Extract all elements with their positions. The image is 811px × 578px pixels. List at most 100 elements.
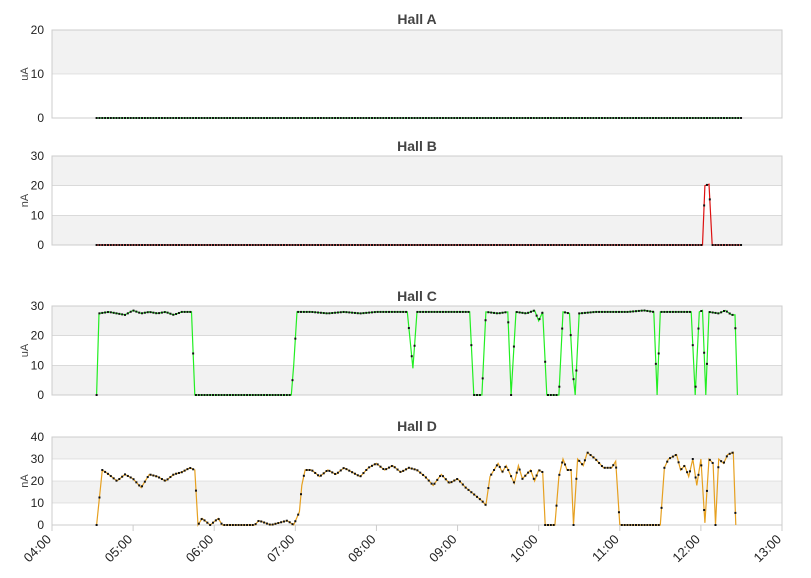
data-point [336,244,339,246]
data-point [666,117,669,119]
data-point [393,117,396,119]
x-tick-label: 07:00 [264,532,298,566]
data-point [385,244,388,246]
data-point [135,244,138,246]
data-point [677,117,680,119]
x-tick-label: 04:00 [21,532,55,566]
data-point [734,511,737,514]
data-point [637,117,640,119]
data-point [478,244,481,246]
data-point [495,464,498,467]
data-point [294,244,297,246]
data-point [626,244,629,246]
data-point [663,117,666,119]
data-point [203,394,206,396]
data-point [660,506,663,509]
data-point [476,117,479,119]
data-point [524,312,527,315]
data-point [311,117,314,119]
data-point [654,117,657,119]
data-point [615,244,618,246]
data-point [606,466,609,469]
data-point [620,117,623,119]
data-point [351,117,354,119]
data-point [649,310,652,313]
data-point [200,518,203,521]
data-point [288,394,291,396]
data-point [146,476,149,479]
data-point [413,244,416,246]
data-point [507,117,510,119]
data-point [112,117,115,119]
data-point [308,469,311,471]
data-point [635,117,637,119]
data-point [674,244,677,246]
data-point [356,312,359,315]
data-point [637,524,640,526]
data-point [200,244,203,246]
data-point [95,117,98,119]
data-point [660,117,663,119]
data-point [527,244,530,246]
data-point [484,503,487,506]
data-point [189,466,192,469]
data-point [319,244,322,246]
data-point [254,244,257,246]
data-point [146,311,149,314]
data-point [305,117,308,119]
data-point [598,461,601,464]
data-point [546,244,549,246]
data-point [705,183,708,186]
data-point [697,473,700,476]
data-point [231,394,234,396]
data-point [271,244,274,246]
data-point [308,117,311,119]
data-point [589,311,592,314]
data-point [132,117,135,119]
data-point [166,478,169,481]
data-point [569,244,572,246]
data-point [592,456,595,459]
data-point [351,311,354,314]
data-point [246,394,249,396]
data-point [246,524,249,526]
data-point [484,117,487,119]
data-point [476,244,479,246]
data-point [663,310,666,313]
y-axis-label: uA [19,343,31,357]
data-point [172,313,175,316]
data-point [390,244,393,246]
data-point [362,244,365,246]
data-point [325,244,328,246]
data-point [294,117,297,119]
data-point [160,117,163,119]
data-point [734,244,737,246]
data-point [680,244,683,246]
data-point [422,244,425,246]
data-point [373,117,376,119]
data-point [402,469,405,472]
data-point [152,244,155,246]
data-point [666,310,669,313]
data-point [606,244,609,246]
data-point [331,312,334,315]
data-point [538,244,541,246]
data-point [129,117,132,119]
data-point [717,466,720,469]
data-point [115,244,118,246]
y-tick-label: 20 [31,329,45,343]
data-point [285,117,288,119]
data-point [112,244,115,246]
data-point [595,244,598,246]
data-point [305,310,308,313]
data-point [118,312,121,315]
y-tick-label: 30 [31,149,45,163]
data-point [441,475,444,478]
y-tick-label: 10 [31,67,45,81]
data-point [206,244,209,246]
data-point [581,117,584,119]
data-point [95,524,98,526]
data-point [711,244,714,246]
data-point [206,117,209,119]
data-point [300,244,303,246]
